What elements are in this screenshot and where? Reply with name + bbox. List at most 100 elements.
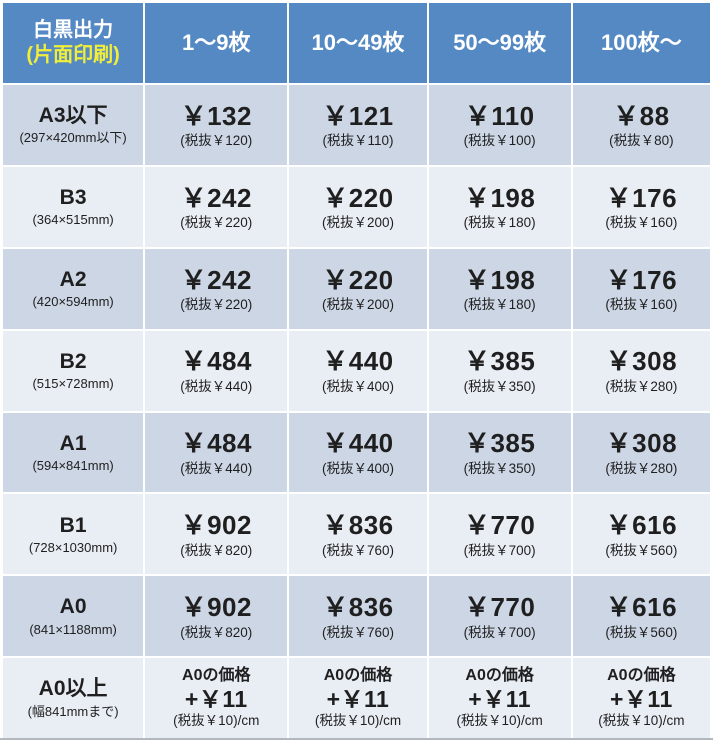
price-without-tax: (税抜￥400) — [321, 460, 394, 476]
paper-size-dimensions: (幅841mmまで) — [27, 703, 119, 719]
table-row: B2 (515×728mm) ￥484 (税抜￥440) ￥440 (税抜￥400) ￥38… — [3, 330, 710, 411]
paper-size-label: A0以上 — [38, 677, 108, 701]
price-cell: ￥198 (税抜￥180) — [428, 166, 571, 247]
price-cell: ￥242 (税抜￥220) — [145, 166, 288, 247]
price-without-tax: (税抜￥220) — [180, 215, 253, 231]
price-cell: ￥88 (税抜￥80) — [572, 85, 710, 165]
price-with-tax: ￥616 — [605, 510, 678, 541]
price-cell: ￥198 (税抜￥180) — [428, 248, 571, 329]
paper-size-dimensions: (594×841mm) — [32, 457, 114, 473]
paper-size-label: A3以下 — [38, 104, 108, 128]
paper-size-dimensions: (420×594mm) — [32, 294, 114, 310]
price-without-tax: (税抜￥160) — [605, 215, 678, 231]
price-with-tax: ￥242 — [180, 264, 252, 295]
price-without-tax: (税抜￥10)/cm — [314, 713, 402, 729]
price-without-tax: (税抜￥10)/cm — [456, 713, 543, 729]
price-without-tax: (税抜￥100) — [463, 133, 536, 149]
price-with-tax: ￥132 — [180, 100, 252, 131]
price-without-tax: (税抜￥560) — [605, 542, 678, 558]
price-base-note: A0の価格 — [182, 666, 251, 684]
paper-size-label: A1 — [59, 431, 87, 455]
paper-size-dimensions: (297×420mm以下) — [19, 130, 127, 146]
price-without-tax: (税抜￥180) — [463, 215, 536, 231]
price-without-tax: (税抜￥350) — [463, 378, 536, 394]
price-without-tax: (税抜￥350) — [463, 460, 536, 476]
price-without-tax: (税抜￥820) — [180, 624, 253, 640]
paper-size-dimensions: (515×728mm) — [32, 376, 114, 392]
price-cell: ￥484 (税抜￥440) — [145, 412, 288, 493]
paper-size-dimensions: (364×515mm) — [32, 212, 114, 228]
price-cell: ￥440 (税抜￥400) — [289, 330, 427, 411]
price-cell: ￥176 (税抜￥160) — [572, 166, 710, 247]
price-without-tax: (税抜￥280) — [605, 460, 678, 476]
column-header-qty-100: 100枚〜 — [572, 3, 710, 83]
price-with-tax: +￥11 — [468, 685, 532, 712]
row-label-cell: A3以下 (297×420mm以下) — [3, 85, 144, 165]
table-row: A3以下 (297×420mm以下) ￥132 (税抜￥120) ￥121 (税抜￥110… — [3, 85, 710, 165]
price-with-tax: +￥11 — [609, 685, 673, 712]
price-cell: ￥220 (税抜￥200) — [289, 248, 427, 329]
price-with-tax: ￥176 — [605, 182, 678, 213]
price-without-tax: (税抜￥700) — [463, 542, 536, 558]
row-label-cell: B2 (515×728mm) — [3, 330, 144, 411]
price-without-tax: (税抜￥400) — [321, 378, 394, 394]
price-cell: ￥836 (税抜￥760) — [289, 576, 427, 657]
price-cell: ￥902 (税抜￥820) — [145, 494, 288, 575]
table-row: A0 (841×1188mm) ￥902 (税抜￥820) ￥836 (税抜￥760) ￥7… — [3, 576, 710, 657]
price-with-tax: ￥836 — [322, 510, 394, 541]
price-cell: ￥242 (税抜￥220) — [145, 248, 288, 329]
paper-size-label: A2 — [59, 267, 87, 291]
price-without-tax: (税抜￥160) — [605, 297, 678, 312]
row-label-cell: A0以上 (幅841mmまで) — [3, 658, 144, 738]
price-without-tax: (税抜￥10)/cm — [598, 713, 685, 729]
price-with-tax: ￥484 — [180, 346, 252, 377]
price-cell: ￥308 (税抜￥280) — [572, 330, 710, 411]
price-without-tax: (税抜￥110) — [322, 133, 394, 149]
row-label-cell: B1 (728×1030mm) — [3, 494, 144, 575]
price-without-tax: (税抜￥200) — [321, 215, 394, 231]
price-with-tax: ￥220 — [322, 264, 394, 295]
paper-size-label: B1 — [59, 513, 87, 537]
price-with-tax: ￥616 — [605, 592, 678, 622]
price-base-note: A0の価格 — [465, 666, 534, 684]
price-with-tax: ￥121 — [322, 100, 394, 131]
price-cell: ￥385 (税抜￥350) — [428, 330, 571, 411]
price-with-tax: ￥308 — [605, 428, 678, 459]
price-cell: ￥770 (税抜￥700) — [428, 494, 571, 575]
price-base-note: A0の価格 — [607, 666, 676, 684]
price-without-tax: (税抜￥760) — [321, 624, 394, 640]
row-label-cell: A1 (594×841mm) — [3, 412, 144, 493]
price-without-tax: (税抜￥440) — [180, 378, 253, 394]
price-cell: ￥176 (税抜￥160) — [572, 248, 710, 329]
price-cell: A0の価格 +￥11 (税抜￥10)/cm — [572, 658, 710, 738]
price-with-tax: ￥902 — [180, 592, 252, 622]
price-without-tax: (税抜￥700) — [463, 624, 536, 640]
price-without-tax: (税抜￥560) — [605, 624, 678, 640]
price-with-tax: ￥836 — [322, 592, 394, 622]
row-label-cell: A2 (420×594mm) — [3, 248, 144, 329]
price-base-note: A0の価格 — [323, 666, 393, 684]
price-cell: ￥902 (税抜￥820) — [145, 576, 288, 657]
price-without-tax: (税抜￥280) — [605, 378, 678, 394]
price-without-tax: (税抜￥760) — [321, 542, 394, 558]
table-row: B3 (364×515mm) ￥242 (税抜￥220) ￥220 (税抜￥200) ￥19… — [3, 166, 710, 247]
price-with-tax: ￥440 — [322, 346, 394, 377]
price-with-tax: ￥770 — [463, 510, 536, 541]
price-with-tax: ￥88 — [613, 100, 670, 131]
price-with-tax: ￥385 — [463, 428, 536, 459]
price-without-tax: (税抜￥220) — [180, 297, 253, 312]
price-without-tax: (税抜￥440) — [180, 460, 253, 476]
corner-subtitle: (片面印刷) — [26, 44, 120, 66]
price-cell: ￥440 (税抜￥400) — [289, 412, 427, 493]
price-with-tax: ￥385 — [463, 346, 536, 377]
price-without-tax: (税抜￥120) — [180, 133, 253, 149]
price-with-tax: ￥220 — [322, 182, 394, 213]
price-without-tax: (税抜￥80) — [609, 133, 674, 149]
table-row: A2 (420×594mm) ￥242 (税抜￥220) ￥220 (税抜￥200) ￥19… — [3, 248, 710, 329]
price-with-tax: ￥484 — [180, 428, 252, 459]
corner-title: 白黒出力 — [33, 19, 114, 41]
price-with-tax: ￥176 — [605, 264, 678, 295]
price-with-tax: ￥198 — [463, 182, 536, 213]
price-with-tax: ￥902 — [180, 510, 252, 541]
